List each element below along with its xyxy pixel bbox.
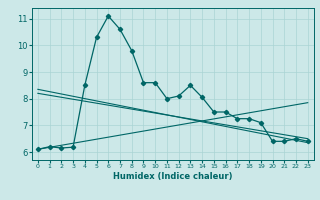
X-axis label: Humidex (Indice chaleur): Humidex (Indice chaleur) (113, 172, 233, 181)
